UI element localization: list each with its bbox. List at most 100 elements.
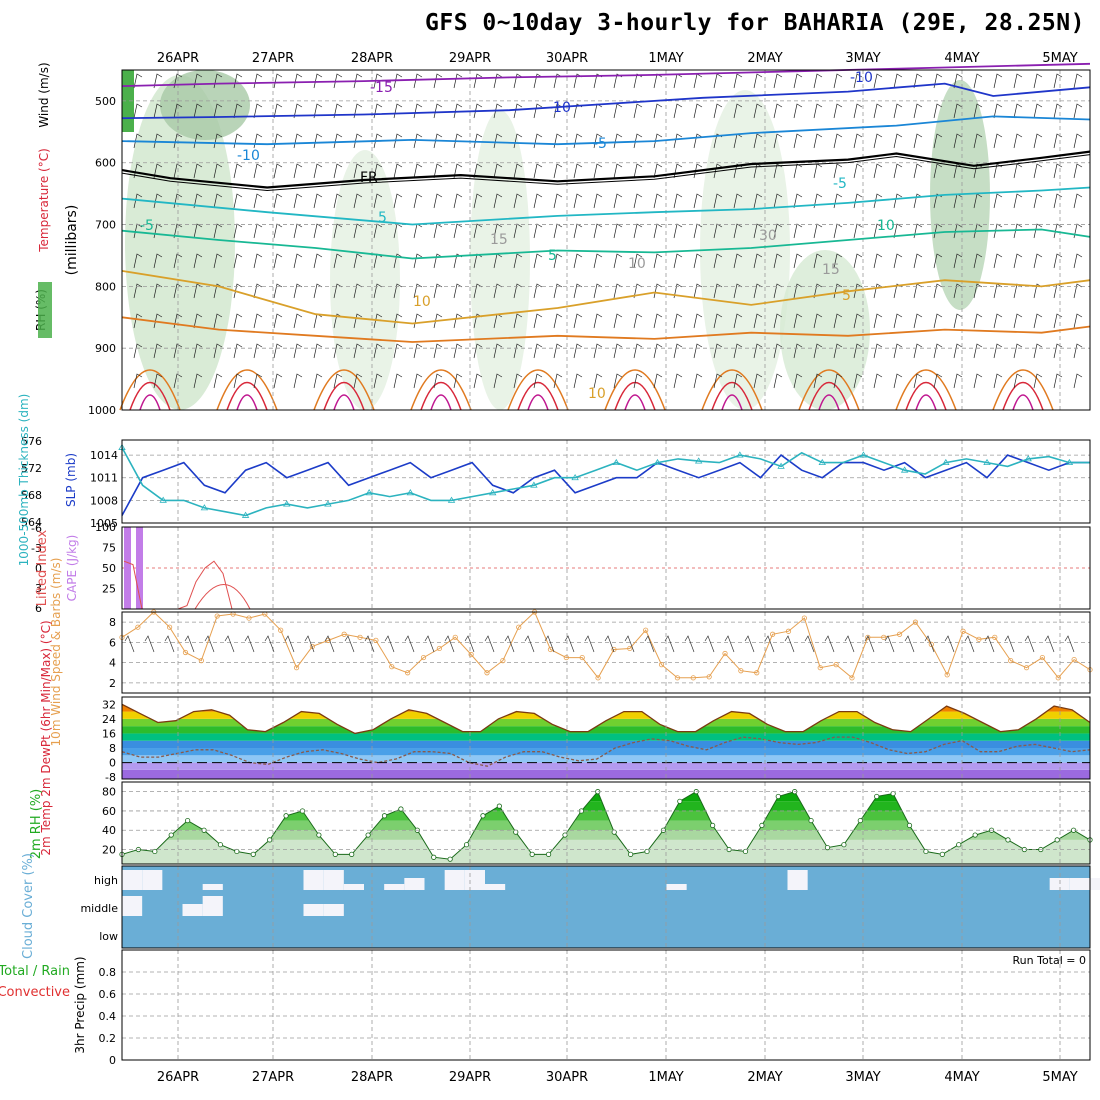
wind-barb [473, 343, 483, 359]
temp-band [122, 697, 1090, 704]
wind-barb [873, 373, 883, 389]
wind-barb [373, 313, 383, 329]
wind-barb [973, 103, 983, 119]
wind-barb [833, 373, 843, 389]
wind-speed-point [960, 628, 966, 634]
wind-barb [573, 223, 583, 239]
wind-barb-10m [404, 635, 415, 653]
wind-barb [1033, 193, 1043, 209]
wind-barb [493, 223, 503, 239]
wind-barb [573, 193, 583, 209]
wind-barb [273, 193, 283, 209]
wind-barb [713, 373, 723, 389]
wind-barb [853, 163, 863, 179]
wind-barb [693, 373, 703, 389]
rh-point [480, 813, 486, 819]
wind-barb [813, 283, 823, 299]
temp-frame [121, 696, 1091, 780]
cape-tick: 25 [102, 583, 116, 596]
date-label-bottom: 26APR [157, 1070, 199, 1085]
wind-speed-point [500, 657, 506, 664]
li-bump [194, 584, 251, 610]
wind-barb [373, 373, 383, 389]
wind-barb [833, 163, 843, 179]
cloud-ylabel: Cloud Cover (%) [21, 853, 36, 959]
wind-barb [633, 223, 643, 239]
wind-barb [793, 343, 803, 359]
wind-barb [193, 103, 203, 119]
wind-barb [493, 343, 503, 359]
wind-barb [813, 133, 823, 149]
cape-ylabel: CAPE (J/kg) [65, 535, 79, 602]
wind-barb [433, 133, 443, 149]
wind-barb [873, 193, 883, 209]
wind-speed-point [405, 670, 411, 676]
wind-barb [1013, 343, 1023, 359]
wind-barb [133, 73, 143, 89]
wind-barb [313, 223, 323, 239]
wind-barb [1013, 373, 1023, 389]
wind-barb [553, 193, 563, 209]
wind-barb [913, 103, 923, 119]
rh-point [185, 817, 191, 824]
precip-ylabel: 3hr Precip (mm) [73, 956, 87, 1053]
wind-barb [853, 133, 863, 149]
wind-barb [733, 73, 743, 89]
thickness-marker [612, 458, 621, 466]
wind-barb [333, 73, 343, 89]
temp-contour-loop [808, 381, 850, 411]
wind-barb [633, 193, 643, 209]
wind-barb [293, 103, 303, 119]
wind-barb [873, 73, 883, 89]
pressure-tick: 800 [95, 280, 116, 293]
wind-barb [633, 373, 643, 389]
rh-point [332, 851, 338, 857]
wind-barb [633, 343, 643, 359]
pressure-tick: 700 [95, 219, 116, 232]
wind-barb [933, 283, 943, 299]
wind-barb [573, 313, 583, 329]
wind-barb [353, 223, 363, 239]
rh-point [906, 822, 913, 829]
temp-contour-loop [430, 394, 452, 411]
wind-barb [833, 223, 843, 239]
wind-speed-point [1039, 654, 1045, 661]
thickness-marker [942, 458, 950, 466]
wind-barb [813, 253, 823, 269]
slp-frame [121, 439, 1091, 524]
wind-barb [313, 373, 323, 389]
rh-area-2 [470, 110, 530, 410]
wind-barb [133, 223, 143, 239]
wind-speed-point [833, 662, 839, 668]
wind-barb [953, 373, 963, 389]
wind-barb [173, 343, 183, 359]
wind-speed-point [865, 634, 871, 640]
wind-barb [173, 163, 183, 179]
wind-barb-10m [1064, 635, 1075, 653]
wind-barb [1033, 103, 1043, 119]
wind-barb [233, 103, 243, 119]
rh-point [956, 842, 962, 848]
wind-barb [253, 373, 263, 389]
thickness-marker [571, 473, 579, 481]
wind-barb [253, 283, 263, 299]
wind-speed-point [468, 651, 474, 658]
wind-barb [653, 133, 663, 149]
wind-speed-point [389, 664, 395, 670]
date-label-top: 1MAY [648, 51, 683, 66]
wind-barb [673, 103, 683, 119]
wind-barb [413, 73, 423, 89]
thickness-marker [159, 496, 167, 503]
wind-barb [373, 133, 383, 149]
wind-barb [553, 103, 563, 119]
wind-barb [1073, 373, 1083, 389]
wind-barb [913, 193, 923, 209]
wind-speed-point [928, 641, 934, 648]
wind-barb [153, 313, 163, 329]
cloud-high-block [384, 884, 405, 890]
wind-barb [493, 193, 503, 209]
wind-barb [893, 343, 903, 359]
wind-barb [193, 223, 203, 239]
wind-barb [213, 193, 223, 209]
wind-speed-point [278, 627, 284, 633]
